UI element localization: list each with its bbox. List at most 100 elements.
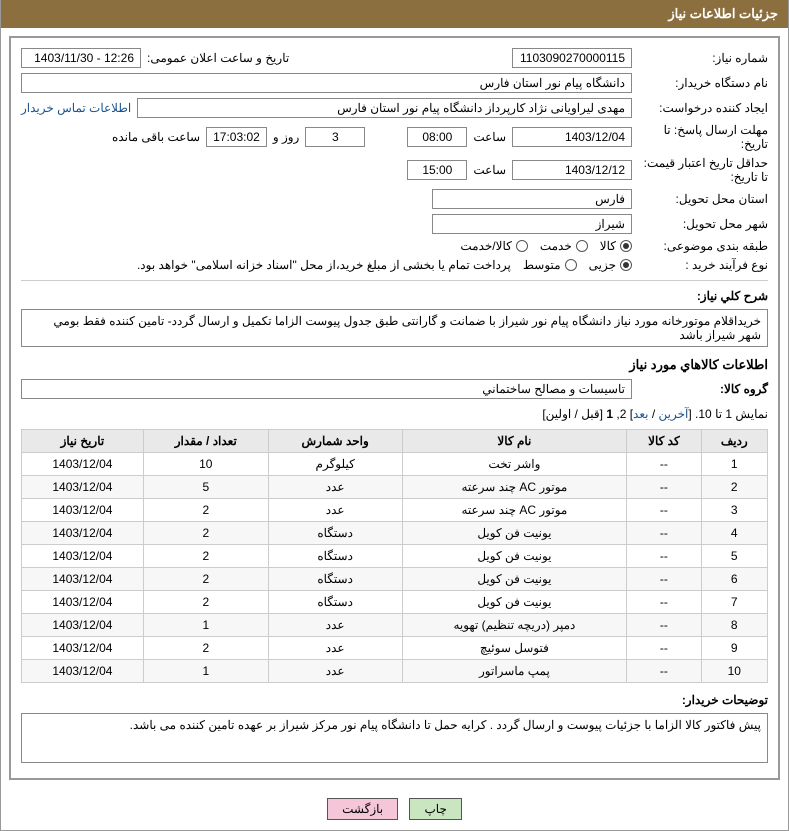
time-label-1: ساعت <box>473 130 506 144</box>
cell-date: 1403/12/04 <box>22 568 144 591</box>
cell-name: موتور AC چند سرعته <box>402 499 627 522</box>
need-no-label: شماره نیاز: <box>638 51 768 65</box>
announce-label: تاریخ و ساعت اعلان عمومی: <box>147 51 289 65</box>
cell-qty: 2 <box>143 568 268 591</box>
cell-qty: 2 <box>143 591 268 614</box>
cell-qty: 10 <box>143 453 268 476</box>
th-row: ردیف <box>701 430 767 453</box>
cell-code: -- <box>627 591 701 614</box>
cell-name: دمپر (دریچه تنظیم) تهویه <box>402 614 627 637</box>
radio-goods[interactable] <box>620 240 632 252</box>
pager-next[interactable]: بعد <box>633 407 648 421</box>
category-label: طبقه بندی موضوعی: <box>638 239 768 253</box>
group-value: تاسیسات و مصالح ساختماني <box>21 379 632 399</box>
time-label-2: ساعت <box>473 163 506 177</box>
th-unit: واحد شمارش <box>268 430 402 453</box>
days-label: روز و <box>273 130 300 144</box>
cell-n: 3 <box>701 499 767 522</box>
cell-qty: 1 <box>143 660 268 683</box>
page-header: جزئیات اطلاعات نیاز <box>1 0 788 28</box>
cell-date: 1403/12/04 <box>22 591 144 614</box>
items-table: ردیف کد کالا نام کالا واحد شمارش تعداد /… <box>21 429 768 683</box>
cell-code: -- <box>627 476 701 499</box>
cell-code: -- <box>627 568 701 591</box>
th-code: کد کالا <box>627 430 701 453</box>
table-row: 3--موتور AC چند سرعتهعدد21403/12/04 <box>22 499 768 522</box>
radio-goods-label: کالا <box>600 239 616 253</box>
pager-current: 1 <box>606 407 613 421</box>
cell-code: -- <box>627 453 701 476</box>
validity-date: 1403/12/12 <box>512 160 632 180</box>
need-no-value: 1103090270000115 <box>512 48 632 68</box>
pager: نمایش 1 تا 10. [آخرین / بعد] 2, 1 [قبل /… <box>21 407 768 421</box>
cell-date: 1403/12/04 <box>22 660 144 683</box>
process-radios: جزیی متوسط <box>523 258 632 272</box>
th-qty: تعداد / مقدار <box>143 430 268 453</box>
cell-n: 10 <box>701 660 767 683</box>
table-row: 6--یونیت فن کویلدستگاه21403/12/04 <box>22 568 768 591</box>
cell-unit: عدد <box>268 660 402 683</box>
days-value: 3 <box>305 127 365 147</box>
cell-date: 1403/12/04 <box>22 499 144 522</box>
payment-note: پرداخت تمام یا بخشی از مبلغ خرید،از محل … <box>137 258 511 272</box>
pager-sep: / <box>648 407 658 421</box>
cell-unit: کیلوگرم <box>268 453 402 476</box>
cell-name: واشر تخت <box>402 453 627 476</box>
validity-time: 15:00 <box>407 160 467 180</box>
cell-qty: 1 <box>143 614 268 637</box>
cell-code: -- <box>627 522 701 545</box>
back-button[interactable]: بازگشت <box>327 798 398 820</box>
cell-unit: عدد <box>268 637 402 660</box>
cell-n: 7 <box>701 591 767 614</box>
cell-qty: 2 <box>143 545 268 568</box>
table-row: 7--یونیت فن کویلدستگاه21403/12/04 <box>22 591 768 614</box>
pager-mid: ] 2, <box>613 407 633 421</box>
cell-unit: عدد <box>268 476 402 499</box>
radio-both[interactable] <box>516 240 528 252</box>
cell-name: یونیت فن کویل <box>402 591 627 614</box>
requester-value: مهدی لیراویانی نژاد کارپرداز دانشگاه پیا… <box>137 98 632 118</box>
cell-qty: 2 <box>143 637 268 660</box>
province-label: استان محل تحویل: <box>638 192 768 206</box>
cell-unit: عدد <box>268 614 402 637</box>
contact-link[interactable]: اطلاعات تماس خریدار <box>21 101 131 115</box>
process-label: نوع فرآیند خرید : <box>638 258 768 272</box>
remaining-value: 17:03:02 <box>206 127 267 147</box>
cell-n: 4 <box>701 522 767 545</box>
category-radios: کالا خدمت کالا/خدمت <box>460 239 632 253</box>
cell-date: 1403/12/04 <box>22 545 144 568</box>
deadline-label: مهلت ارسال پاسخ: تا تاریخ: <box>638 123 768 151</box>
buyer-notes-value: پیش فاکتور کالا الزاما با جزئیات پیوست و… <box>21 713 768 763</box>
cell-unit: دستگاه <box>268 568 402 591</box>
cell-code: -- <box>627 499 701 522</box>
cell-date: 1403/12/04 <box>22 453 144 476</box>
radio-minor[interactable] <box>620 259 632 271</box>
cell-unit: دستگاه <box>268 545 402 568</box>
pager-last[interactable]: آخرین <box>659 407 689 421</box>
buyer-org-value: دانشگاه پیام نور استان فارس <box>21 73 632 93</box>
cell-n: 9 <box>701 637 767 660</box>
radio-minor-label: جزیی <box>589 258 616 272</box>
print-button[interactable]: چاپ <box>409 798 461 820</box>
th-name: نام کالا <box>402 430 627 453</box>
radio-service[interactable] <box>576 240 588 252</box>
remaining-label: ساعت باقی مانده <box>112 130 200 144</box>
cell-code: -- <box>627 660 701 683</box>
province-value: فارس <box>432 189 632 209</box>
cell-name: یونیت فن کویل <box>402 568 627 591</box>
buyer-notes-label: توضیحات خریدار: <box>638 693 768 707</box>
radio-medium[interactable] <box>565 259 577 271</box>
pager-prefix: نمایش 1 تا 10. [ <box>688 407 768 421</box>
items-title: اطلاعات کالاهاي مورد نياز <box>21 357 768 373</box>
cell-name: موتور AC چند سرعته <box>402 476 627 499</box>
table-row: 5--یونیت فن کویلدستگاه21403/12/04 <box>22 545 768 568</box>
cell-n: 6 <box>701 568 767 591</box>
buyer-org-label: نام دستگاه خریدار: <box>638 76 768 90</box>
desc-value: خریداقلام موتورخانه مورد نیاز دانشگاه پی… <box>21 309 768 347</box>
cell-qty: 2 <box>143 522 268 545</box>
cell-date: 1403/12/04 <box>22 476 144 499</box>
radio-service-label: خدمت <box>540 239 572 253</box>
radio-medium-label: متوسط <box>523 258 561 272</box>
table-row: 4--یونیت فن کویلدستگاه21403/12/04 <box>22 522 768 545</box>
announce-value: 1403/11/30 - 12:26 <box>21 48 141 68</box>
